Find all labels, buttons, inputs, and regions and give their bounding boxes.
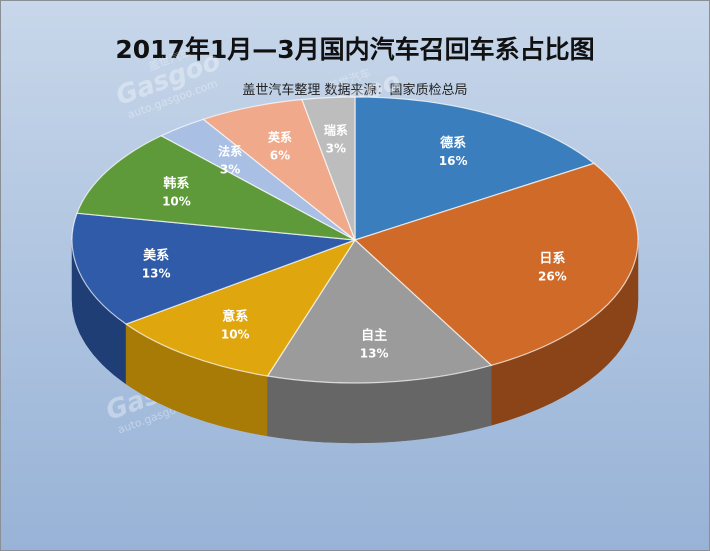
slice-category-label: 意系 <box>222 308 248 324</box>
chart-title: 2017年1月—3月国内汽车召回车系占比图 <box>115 35 595 64</box>
slice-value-label: 10% <box>162 194 191 208</box>
pie-top <box>71 96 639 384</box>
slice-value-label: 3% <box>326 141 346 155</box>
pie-slice <box>124 238 357 377</box>
pie-slice <box>76 135 356 241</box>
slice-category-label: 瑞系 <box>324 122 348 137</box>
slice-value-label: 3% <box>220 163 240 177</box>
pie-slice <box>71 212 356 325</box>
slice-category-label: 法系 <box>218 144 242 159</box>
slice-category-label: 韩系 <box>163 175 189 191</box>
pie-slice <box>266 239 493 384</box>
slice-category-label: 日系 <box>539 251 565 267</box>
slice-category-label: 英系 <box>268 129 292 144</box>
slice-value-label: 16% <box>439 154 468 168</box>
pie-sides <box>71 239 639 444</box>
pie-slice <box>354 96 596 241</box>
slice-value-label: 6% <box>270 148 290 162</box>
slice-value-label: 10% <box>221 327 250 341</box>
pie-slice <box>353 162 639 366</box>
slice-value-label: 26% <box>538 270 567 284</box>
slice-value-label: 13% <box>142 266 171 280</box>
pie-labels: 德系 16% 日系 26% 自主 13% 意系 10% 美系 13% 韩系 10% 法系 3% 英系 6% 瑞系… <box>142 122 567 360</box>
slice-category-label: 自主 <box>361 328 387 344</box>
slice-category-label: 美系 <box>143 247 169 263</box>
slice-value-label: 13% <box>360 347 389 361</box>
slice-category-label: 德系 <box>440 135 466 151</box>
chart-subtitle: 盖世汽车整理 数据来源：国家质检总局 <box>242 83 468 98</box>
pie-slice <box>301 96 356 241</box>
